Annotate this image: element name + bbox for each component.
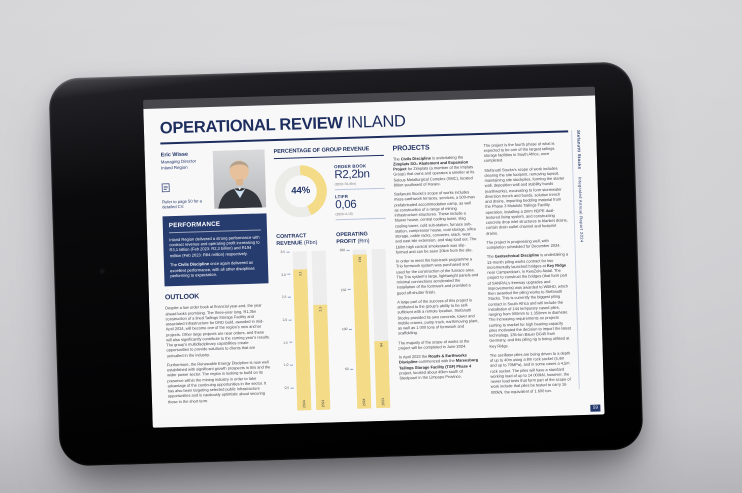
axis-tick: 2,0 bbox=[282, 317, 292, 322]
donut-percentage: 44% bbox=[291, 185, 311, 197]
ltifr-prior: (2023: 0,13) bbox=[335, 212, 353, 217]
performance-heading: PERFORMANCE bbox=[168, 219, 261, 233]
chart-bars: 3,1 2024 2,3 2023 bbox=[290, 250, 332, 411]
projects-paragraph: The project is the fourth phase of what … bbox=[483, 140, 555, 164]
sidebar-brand: Stefanutti Stocks bbox=[576, 129, 583, 170]
profile-region: Inland Region bbox=[160, 164, 188, 170]
chart-plot: 3,5 3,0 2,5 2,0 1,5 1,0 0,5 3,1 2024 2,3 2023 bbox=[277, 249, 332, 411]
chart-title-text: CONTRACT REVENUE bbox=[276, 233, 307, 247]
tablet-camera bbox=[99, 268, 106, 275]
portrait-photo bbox=[212, 148, 267, 209]
group-revenue-heading: PERCENTAGE OF GROUP REVENUE bbox=[273, 145, 384, 159]
projects-paragraph: In April 2023 the Roads & Earthworks Dis… bbox=[398, 352, 479, 381]
stats-column: PERCENTAGE OF GROUP REVENUE 44% ORDER BO… bbox=[273, 145, 392, 411]
profile-block: Eric Wisse Managing Director Inland Regi… bbox=[161, 148, 267, 210]
axis-tick: 200 bbox=[339, 248, 350, 253]
donut-row: 44% ORDER BOOK R2,2bn (2023: R1,9bn) LTI… bbox=[274, 162, 386, 226]
projects-column-1: PROJECTS The Civils Discipline is undert… bbox=[392, 143, 482, 407]
bar-2024: 3,1 2024 bbox=[292, 251, 312, 411]
projects-paragraph: A large part of the success of this proj… bbox=[397, 297, 479, 336]
bar-2023: 2,3 2023 bbox=[311, 250, 331, 410]
axis-tick: 1,5 bbox=[283, 340, 293, 345]
tablet-screen: OPERATIONAL REVIEW INLAND Eric Wisse Man… bbox=[143, 86, 605, 428]
page-title-region: INLAND bbox=[346, 112, 406, 132]
order-book-value: R2,2bn bbox=[334, 167, 370, 181]
stat-list: ORDER BOOK R2,2bn (2023: R1,9bn) LTIFR 0… bbox=[334, 162, 386, 224]
chart-title: CONTRACT REVENUE (Rbn) bbox=[276, 233, 326, 247]
outlook-heading: OUTLOOK bbox=[164, 293, 200, 302]
operating-profit-chart: OPERATING PROFIT (Rm) 200 150 100 50 194 202… bbox=[336, 231, 391, 409]
chart-bars: 194 2024 84 2023 bbox=[350, 248, 392, 409]
performance-paragraph: Inland Region delivered a strong perform… bbox=[169, 234, 260, 258]
profile-column: Eric Wisse Managing Director Inland Regi… bbox=[161, 148, 273, 414]
axis-tick: 150 bbox=[340, 287, 351, 292]
chart-plot: 200 150 100 50 194 2024 84 2023 bbox=[337, 248, 392, 409]
page-number: 59 bbox=[590, 404, 601, 412]
projects-paragraph: The Geotechnical Discipline is undertaki… bbox=[486, 251, 571, 349]
chart-title: OPERATING PROFIT (Rm) bbox=[336, 231, 386, 245]
chart-title-unit: (Rbn) bbox=[303, 239, 318, 246]
projects-column-2: The project is the fourth phase of what … bbox=[483, 140, 573, 404]
performance-section: PERFORMANCE Inland Region delivered a st… bbox=[162, 212, 269, 287]
projects-paragraph: The project is progressing well, with co… bbox=[486, 237, 561, 250]
donut-chart: 44% bbox=[274, 164, 328, 218]
outlook-paragraph: Furthermore, the Renewable Energy Discip… bbox=[166, 359, 271, 405]
bar-2024: 194 2024 bbox=[352, 249, 372, 409]
page-title-bold: OPERATIONAL REVIEW bbox=[159, 114, 343, 138]
projects-paragraph: The oscillator piles are being driven to… bbox=[489, 350, 571, 395]
axis-tick: 3,0 bbox=[281, 272, 291, 277]
content-columns: Eric Wisse Managing Director Inland Regi… bbox=[161, 140, 577, 414]
cv-document-icon bbox=[161, 183, 170, 193]
bar-charts: CONTRACT REVENUE (Rbn) 3,5 3,0 2,5 2,0 1,5 1,… bbox=[276, 231, 391, 411]
axis-tick: 3,5 bbox=[280, 249, 290, 254]
projects-paragraph: The Civils Discipline is undertaking the… bbox=[392, 153, 475, 188]
projects-paragraph: Stefanutti Stocks’s scope of work includ… bbox=[484, 165, 568, 236]
axis-tick: 50 bbox=[344, 366, 354, 371]
tablet: OPERATIONAL REVIEW INLAND Eric Wisse Man… bbox=[48, 61, 644, 467]
cv-note: Refer to page 50 for a detailed CV. bbox=[161, 198, 202, 210]
performance-paragraph: The Civils Discipline once again deliver… bbox=[169, 259, 255, 279]
outlook-paragraph: Despite a low order book at financial ye… bbox=[165, 302, 271, 359]
cv-reference: Refer to page 50 for a detailed CV. bbox=[161, 178, 210, 210]
projects-paragraph: In order to meet the fast-track programm… bbox=[395, 256, 479, 296]
contract-revenue-chart: CONTRACT REVENUE (Rbn) 3,5 3,0 2,5 2,0 1,5 1,… bbox=[276, 233, 331, 411]
projects-paragraph: The majority of the scope of works at th… bbox=[398, 337, 470, 351]
tablet-shadow bbox=[65, 423, 633, 471]
chart-title-unit: (Rm) bbox=[357, 237, 370, 245]
ltifr-stat: LTIFR 0,06 (2023: 0,13) bbox=[334, 192, 386, 221]
outlook-section: OUTLOOK Despite a low order book at fina… bbox=[165, 292, 272, 405]
axis-tick: 0,5 bbox=[284, 385, 294, 390]
profile-info: Eric Wisse Managing Director Inland Regi… bbox=[161, 151, 211, 210]
order-book-stat: ORDER BOOK R2,2bn (2023: R1,9bn) bbox=[334, 162, 385, 191]
order-book-prior: (2023: R1,9bn) bbox=[334, 181, 356, 187]
projects-paragraph: Stefanutti Stocks’s scope of works inclu… bbox=[393, 189, 477, 255]
projects-heading: PROJECTS bbox=[392, 143, 430, 153]
bar-2023: 84 2023 bbox=[371, 248, 391, 408]
axis-tick: 100 bbox=[341, 327, 352, 332]
report-page: OPERATIONAL REVIEW INLAND Eric Wisse Man… bbox=[143, 95, 605, 428]
sidebar-report-title: Integrated Annual Report 2024 bbox=[577, 176, 585, 243]
axis-tick: 2,5 bbox=[281, 295, 291, 300]
ltifr-value: 0,06 bbox=[335, 198, 357, 212]
page-title: OPERATIONAL REVIEW INLAND bbox=[160, 107, 568, 138]
sidebar-tab: Stefanutti Stocks Integrated Annual Repo… bbox=[571, 129, 599, 390]
axis-tick: 1,0 bbox=[283, 362, 293, 368]
sidebar-text: Stefanutti Stocks Integrated Annual Repo… bbox=[576, 130, 589, 389]
